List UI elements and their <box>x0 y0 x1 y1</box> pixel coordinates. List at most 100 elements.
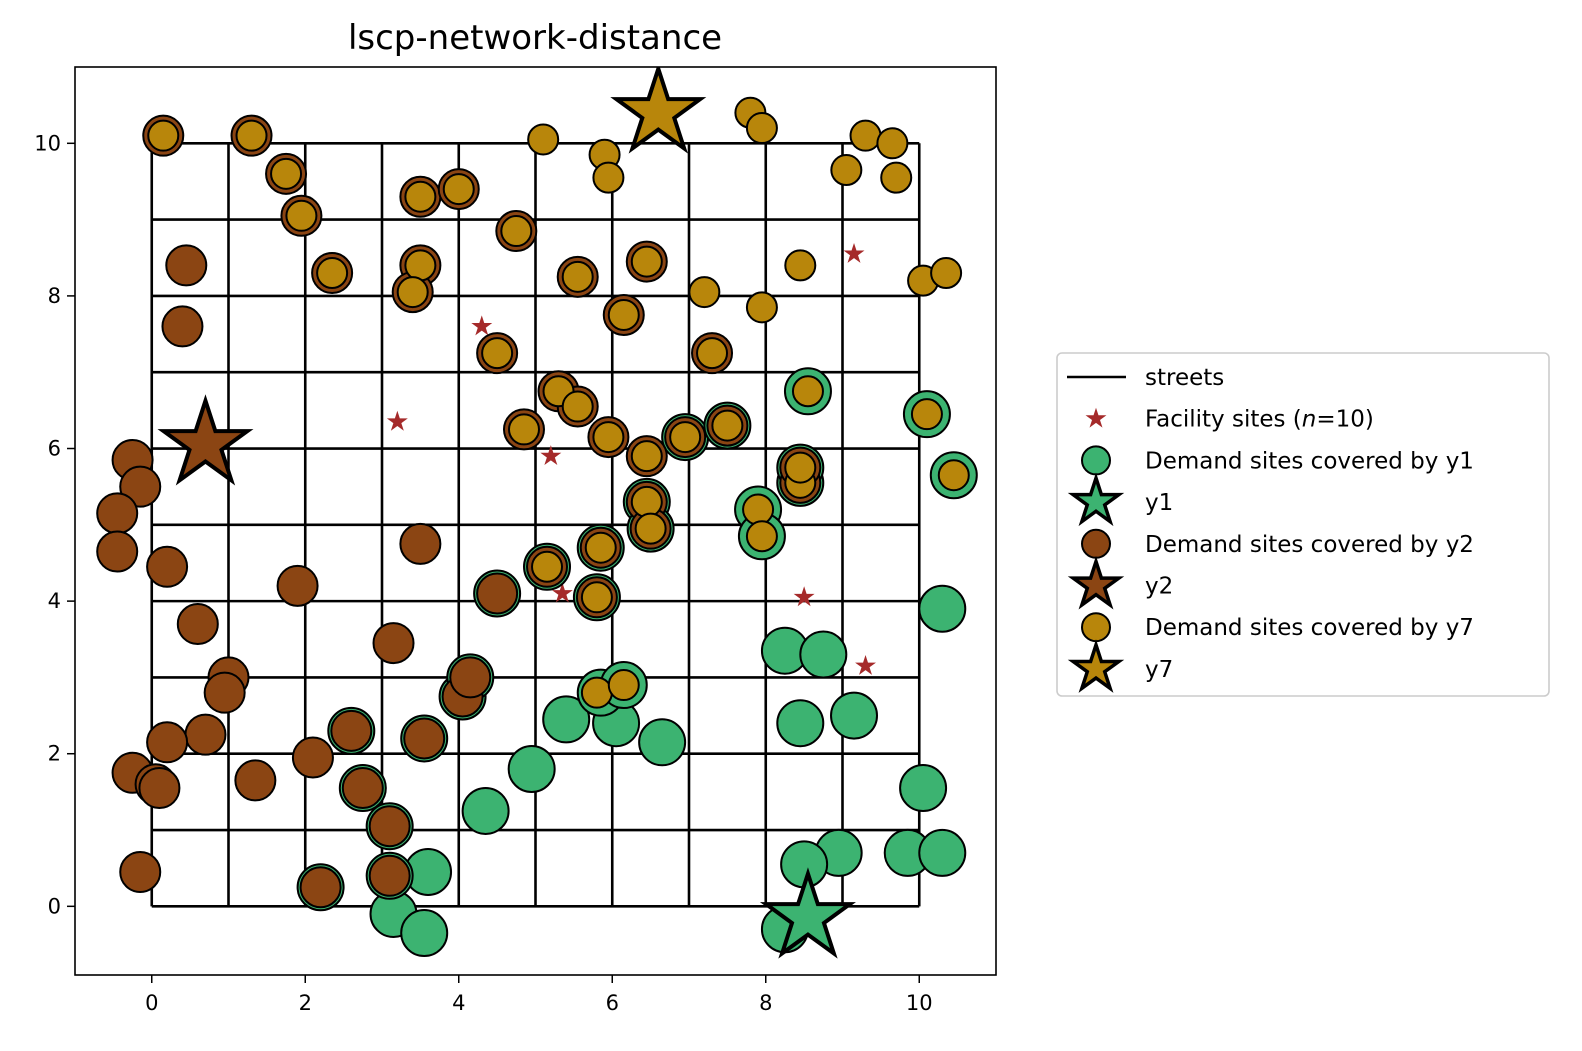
legend-label: y1 <box>1145 490 1173 516</box>
demand-site-point <box>745 112 778 145</box>
demand-site-point <box>607 669 640 702</box>
x-tick-label: 0 <box>145 991 158 1015</box>
demand-site-point <box>285 199 318 232</box>
x-tick-label: 6 <box>606 991 619 1015</box>
y-tick-label: 10 <box>34 131 61 155</box>
demand-site-point <box>742 493 775 526</box>
demand-site-point <box>592 161 625 194</box>
demand-site-point <box>711 409 744 442</box>
legend-label: Demand sites covered by y1 <box>1145 448 1474 474</box>
demand-site-point <box>507 413 540 446</box>
legend-star-handle <box>1067 472 1125 527</box>
demand-site-point <box>500 215 533 248</box>
demand-site-point <box>330 709 373 752</box>
demand-site-point <box>580 676 613 709</box>
demand-site-point <box>161 305 204 348</box>
demand-site-point <box>584 531 617 564</box>
legend-label: Facility sites (n=10) <box>1145 407 1374 433</box>
demand-site-point <box>899 764 948 813</box>
demand-site-point <box>146 545 189 588</box>
demand-site-point <box>400 909 449 958</box>
demand-site-point <box>138 767 181 810</box>
demand-site-point <box>276 564 319 607</box>
facility-site-marker <box>551 582 573 603</box>
demand-site-point <box>146 721 189 764</box>
demand-site-point <box>630 485 663 518</box>
legend-star-handle <box>1085 407 1107 428</box>
axes-frame <box>74 66 997 976</box>
demand-site-point <box>481 337 514 370</box>
demand-site-point <box>291 736 334 779</box>
demand-site-point <box>147 119 180 152</box>
demand-site-point <box>561 260 594 293</box>
legend: streets Facility sites (n=10) Demand sites… <box>1056 352 1550 697</box>
facility-site-marker <box>843 242 865 263</box>
demand-site-point <box>372 622 415 665</box>
demand-site-point <box>630 245 663 278</box>
demand-site-point <box>745 291 778 324</box>
legend-circle-handle <box>1081 612 1111 643</box>
demand-site-point <box>918 584 967 633</box>
demand-site-point <box>849 119 882 152</box>
demand-site-point <box>119 850 162 893</box>
demand-site-point <box>784 451 817 484</box>
demand-site-point <box>119 465 162 508</box>
legend-star-handle <box>1067 639 1125 693</box>
legend-label: Demand sites covered by y2 <box>1145 532 1474 558</box>
demand-site-point <box>316 257 349 290</box>
selected-facility-star <box>759 867 856 959</box>
y-tick-label: 4 <box>48 589 61 613</box>
demand-site-point <box>669 421 702 454</box>
plot-marks <box>96 67 978 959</box>
demand-site-point <box>184 713 227 756</box>
demand-site-point <box>799 630 848 679</box>
demand-site-point <box>368 805 411 848</box>
facility-site-marker <box>540 445 562 466</box>
selected-facility-star <box>157 394 254 486</box>
y-tick-label: 6 <box>48 437 61 461</box>
x-tick-label: 8 <box>759 991 772 1015</box>
x-tick-label: 2 <box>299 991 312 1015</box>
demand-site-point <box>910 398 943 431</box>
selected-facility-star <box>610 67 707 154</box>
demand-site-point <box>542 695 591 744</box>
demand-site-point <box>270 157 303 190</box>
demand-site-point <box>176 603 219 646</box>
demand-site-point <box>396 276 429 309</box>
demand-site-point <box>531 550 564 583</box>
demand-site-point <box>235 119 268 152</box>
legend-label: y7 <box>1145 657 1173 683</box>
legend-label: Demand sites covered by y7 <box>1145 615 1474 641</box>
facility-site-marker <box>386 410 408 431</box>
demand-site-point <box>592 421 625 454</box>
legend-label: streets <box>1145 365 1224 391</box>
demand-site-point <box>930 257 963 290</box>
demand-site-point <box>607 298 640 331</box>
demand-site-point <box>776 699 825 748</box>
demand-site-point <box>784 249 817 282</box>
demand-site-point <box>476 572 519 615</box>
plot-area: 0 2 4 6 8 10 0 2 4 6 8 10 <box>34 66 997 1015</box>
legend-box <box>1056 352 1550 697</box>
demand-site-point <box>880 161 913 194</box>
y-tick-label: 0 <box>48 894 61 918</box>
demand-site-point <box>918 828 967 877</box>
facility-site-marker <box>793 586 815 607</box>
y-tick-label: 8 <box>48 284 61 308</box>
demand-site-point <box>399 522 442 565</box>
legend-circle-handle <box>1081 445 1111 476</box>
x-tick-label: 4 <box>452 991 465 1015</box>
demand-site-point <box>442 173 475 206</box>
demand-site-point <box>791 375 824 408</box>
demand-site-point <box>630 440 663 473</box>
demand-site-point <box>830 691 879 740</box>
facility-site-marker <box>855 654 876 675</box>
demand-site-point <box>234 759 277 802</box>
demand-site-point <box>561 390 594 423</box>
legend-label: y2 <box>1145 574 1173 600</box>
demand-site-point <box>96 530 139 573</box>
demand-site-point <box>96 492 139 535</box>
demand-site-point <box>937 459 970 492</box>
demand-site-point <box>404 180 437 213</box>
